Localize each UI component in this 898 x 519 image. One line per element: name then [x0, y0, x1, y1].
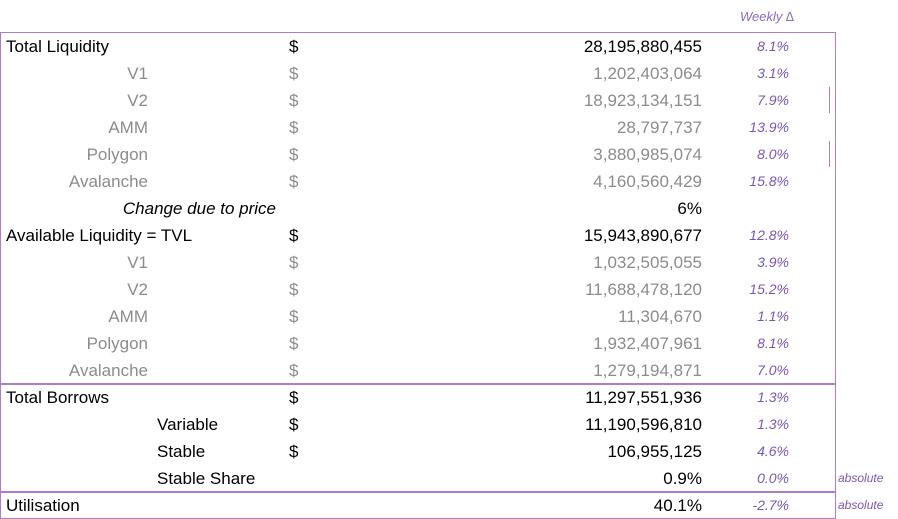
weekly-change: 8.0%: [757, 146, 789, 162]
weekly-change: 7.0%: [757, 362, 789, 378]
currency-symbol: $: [289, 334, 299, 353]
currency-symbol: $: [289, 91, 299, 110]
table-row-borrows-stable: Stable $ 106,955,125 4.6%: [0, 438, 898, 465]
weekly-change: 15.2%: [749, 281, 789, 297]
row-value: 18,923,134,151: [583, 91, 702, 110]
row-label: V1: [127, 253, 148, 272]
table-row-available-polygon: Polygon $ 1,932,407,961 8.1%: [0, 330, 898, 357]
currency-symbol: $: [289, 37, 299, 56]
currency-symbol: $: [289, 280, 299, 299]
currency-symbol: $: [289, 64, 299, 83]
row-label: Avalanche: [68, 172, 148, 191]
table-row-borrows-variable: Variable $ 11,190,596,810 1.3%: [0, 411, 898, 438]
row-value: 11,297,551,936: [585, 388, 702, 407]
table-row-total-borrows: Total Borrows $ 11,297,551,936 1.3%: [0, 384, 898, 411]
currency-symbol: $: [289, 442, 299, 461]
row-value: 106,955,125: [607, 442, 702, 461]
weekly-change: 12.8%: [749, 227, 789, 243]
row-label: Polygon: [86, 334, 148, 353]
weekly-change: 0.0%: [757, 470, 789, 486]
weekly-change: 15.8%: [749, 173, 789, 189]
row-value: 6%: [677, 199, 702, 218]
weekly-delta-header: Weekly ∆: [740, 9, 794, 24]
border-tick: [829, 141, 830, 167]
weekly-change: 8.1%: [757, 38, 789, 54]
currency-symbol: $: [289, 172, 299, 191]
row-value: 11,304,670: [618, 307, 702, 326]
row-value: 1,279,194,871: [593, 361, 702, 380]
currency-symbol: $: [289, 361, 299, 380]
row-value: 0.9%: [663, 469, 702, 488]
table-row-total-liquidity: Total Liquidity $ 28,195,880,455 8.1%: [0, 33, 898, 60]
table-row-liquidity-amm: AMM $ 28,797,737 13.9%: [0, 114, 898, 141]
row-label: Stable Share: [157, 469, 256, 488]
row-value: 4,160,560,429: [593, 172, 702, 191]
border-tick: [829, 87, 830, 113]
table-row-available-liquidity: Available Liquidity = TVL $ 15,943,890,6…: [0, 222, 898, 249]
row-value: 1,032,505,055: [593, 253, 702, 272]
table-row-utilisation: Utilisation 40.1% -2.7% absolute: [0, 492, 898, 519]
table-row-available-v1: V1 $ 1,032,505,055 3.9%: [0, 249, 898, 276]
row-value: 28,797,737: [616, 118, 702, 137]
row-label: Polygon: [86, 145, 148, 164]
table-row-liquidity-v2: V2 $ 18,923,134,151 7.9%: [0, 87, 898, 114]
row-value: 1,202,403,064: [593, 64, 702, 83]
currency-symbol: $: [289, 388, 299, 407]
currency-symbol: $: [289, 307, 299, 326]
row-label: V2: [127, 91, 148, 110]
table-row-liquidity-v1: V1 $ 1,202,403,064 3.1%: [0, 60, 898, 87]
table-row-available-v2: V2 $ 11,688,478,120 15.2%: [0, 276, 898, 303]
weekly-change: 8.1%: [757, 335, 789, 351]
row-label: Change due to price: [122, 199, 276, 218]
absolute-note: absolute: [838, 498, 884, 512]
absolute-note: absolute: [838, 471, 884, 485]
row-label: Avalanche: [68, 361, 148, 380]
currency-symbol: $: [289, 226, 299, 245]
weekly-change: 4.6%: [757, 443, 789, 459]
row-label: Stable: [157, 442, 206, 461]
row-label: V2: [127, 280, 148, 299]
row-value: 11,688,478,120: [585, 280, 702, 299]
row-label: Total Borrows: [6, 388, 109, 407]
weekly-change: -2.7%: [752, 497, 789, 513]
row-label: Utilisation: [6, 496, 80, 515]
currency-symbol: $: [289, 145, 299, 164]
table-row-liquidity-polygon: Polygon $ 3,880,985,074 8.0%: [0, 141, 898, 168]
row-label: V1: [127, 64, 148, 83]
row-label: AMM: [108, 307, 148, 326]
row-label: AMM: [108, 118, 148, 137]
row-value: 1,932,407,961: [593, 334, 702, 353]
weekly-change: 3.1%: [757, 65, 789, 81]
table-row-available-avalanche: Avalanche $ 1,279,194,871 7.0%: [0, 357, 898, 384]
weekly-change: 13.9%: [749, 119, 789, 135]
table-row-available-amm: AMM $ 11,304,670 1.1%: [0, 303, 898, 330]
table-row-stable-share: Stable Share 0.9% 0.0% absolute: [0, 465, 898, 492]
weekly-change: 1.3%: [757, 389, 789, 405]
row-value: 40.1%: [653, 496, 702, 515]
weekly-change: 1.1%: [757, 308, 789, 324]
row-label: Total Liquidity: [6, 37, 110, 56]
row-value: 3,880,985,074: [593, 145, 702, 164]
currency-symbol: $: [289, 118, 299, 137]
table-row-liquidity-avalanche: Avalanche $ 4,160,560,429 15.8%: [0, 168, 898, 195]
table-row-change-due-to-price: Change due to price 6%: [0, 195, 898, 222]
row-label: Variable: [157, 415, 219, 434]
row-value: 15,943,890,677: [583, 226, 702, 245]
row-value: 28,195,880,455: [583, 37, 702, 56]
weekly-change: 1.3%: [757, 416, 789, 432]
currency-symbol: $: [289, 415, 299, 434]
currency-symbol: $: [289, 253, 299, 272]
weekly-change: 3.9%: [757, 254, 789, 270]
row-label: Available Liquidity = TVL: [6, 226, 193, 245]
weekly-change: 7.9%: [757, 92, 789, 108]
row-value: 11,190,596,810: [585, 415, 702, 434]
